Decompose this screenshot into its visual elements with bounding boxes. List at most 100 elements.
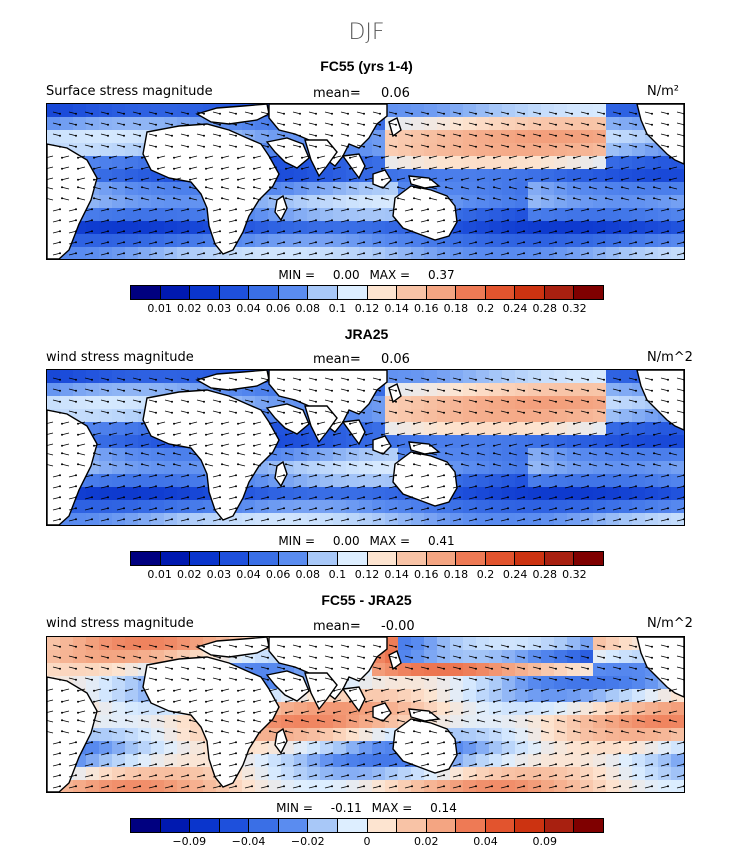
panel-2-colorbar-ticks: 0.01 0.02 0.03 0.04 0.06 0.08 0.1 0.12 0.14 0.16 0… bbox=[130, 568, 604, 582]
colorbar-swatch bbox=[131, 552, 161, 565]
panel-3-map bbox=[46, 636, 685, 793]
colorbar-swatch bbox=[456, 552, 486, 565]
landmass-namer bbox=[636, 370, 684, 431]
colorbar-tick-label: −0.04 bbox=[231, 835, 266, 848]
colorbar-swatch bbox=[544, 552, 575, 565]
panel-2-mean-label: mean= bbox=[313, 352, 361, 367]
panel-1-units: N/m² bbox=[647, 84, 679, 99]
panel-1-mean-value: 0.06 bbox=[381, 86, 410, 101]
panel-2-units: N/m^2 bbox=[647, 350, 693, 365]
colorbar-tick-label: 0.1 bbox=[328, 302, 347, 315]
panel-2-minmax: MIN = 0.00 MAX = 0.41 bbox=[0, 534, 733, 548]
colorbar-swatch bbox=[574, 819, 603, 832]
season-title: DJF bbox=[348, 20, 385, 45]
panel-3-minmax: MIN = -0.11 MAX = 0.14 bbox=[0, 801, 733, 815]
panel-3-min-value: -0.11 bbox=[330, 801, 362, 815]
panel-3-units: N/m^2 bbox=[647, 616, 693, 631]
landmass-seasia bbox=[341, 419, 366, 446]
panel-1-title: FC55 (yrs 1-4) bbox=[320, 58, 413, 74]
colorbar-swatch bbox=[574, 552, 603, 565]
colorbar-tick-label: 0.16 bbox=[414, 302, 439, 315]
colorbar-tick-label: 0.18 bbox=[443, 568, 469, 581]
panel-2-left-label: wind stress magnitude bbox=[46, 350, 194, 365]
panel-2-title: JRA25 bbox=[344, 326, 389, 342]
colorbar-swatch bbox=[249, 819, 279, 832]
panel-1-mean-label: mean= bbox=[313, 86, 361, 101]
colorbar-swatch bbox=[456, 286, 486, 299]
colorbar-tick-label: 0.02 bbox=[414, 835, 439, 848]
colorbar-swatch bbox=[249, 552, 279, 565]
colorbar-swatch bbox=[485, 819, 516, 832]
colorbar-tick-label: 0.24 bbox=[502, 302, 528, 315]
colorbar-swatch bbox=[219, 286, 250, 299]
colorbar-swatch bbox=[131, 286, 161, 299]
colorbar-swatch bbox=[160, 819, 191, 832]
panel-2-max-label: MAX = bbox=[369, 534, 411, 548]
colorbar-tick-label: 0.12 bbox=[354, 568, 380, 581]
panel-1-max-label: MAX = bbox=[369, 268, 411, 282]
landmass-madag bbox=[274, 727, 288, 755]
panel-1-colorbar-ticks: 0.01 0.02 0.03 0.04 0.06 0.08 0.1 0.12 0.14 0.16 0… bbox=[130, 302, 604, 316]
landmass-namer bbox=[636, 637, 684, 698]
colorbar-tick-label: 0.04 bbox=[236, 568, 261, 581]
colorbar-swatch bbox=[544, 819, 575, 832]
panel-3-left-label: wind stress magnitude bbox=[46, 616, 194, 631]
colorbar-tick-label: 0.06 bbox=[265, 302, 291, 315]
landmass-samer bbox=[47, 409, 98, 525]
landmass-africa bbox=[142, 123, 280, 255]
colorbar-swatch bbox=[367, 819, 398, 832]
panel-2-mean-value: 0.06 bbox=[381, 352, 410, 367]
colorbar-swatch bbox=[485, 286, 516, 299]
colorbar-tick-label: 0.14 bbox=[384, 302, 409, 315]
colorbar-tick-label: 0.03 bbox=[206, 568, 232, 581]
panel-3-title: FC55 - JRA25 bbox=[321, 592, 412, 608]
colorbar-swatch bbox=[308, 286, 338, 299]
colorbar-swatch bbox=[249, 286, 279, 299]
colorbar-swatch bbox=[367, 286, 398, 299]
colorbar-tick-label: 0.03 bbox=[206, 302, 232, 315]
landmass-europe bbox=[195, 370, 270, 391]
landmass-africa bbox=[142, 389, 280, 521]
colorbar-tick-label: 0.04 bbox=[236, 302, 261, 315]
colorbar-tick-label: 0.08 bbox=[295, 302, 321, 315]
landmass-europe bbox=[195, 637, 270, 658]
colorbar-tick-label: 0.1 bbox=[328, 568, 347, 581]
panel-3-max-label: MAX = bbox=[371, 801, 413, 815]
colorbar-tick-label: 0.02 bbox=[177, 302, 202, 315]
landmass-india bbox=[304, 405, 338, 444]
colorbar-swatch bbox=[485, 552, 516, 565]
panel-3-min-label: MIN = bbox=[276, 801, 313, 815]
colorbar-swatch bbox=[190, 552, 220, 565]
landmass-australia bbox=[392, 451, 458, 507]
colorbar-tick-label: −0.02 bbox=[290, 835, 325, 848]
colorbar-tick-label: 0.2 bbox=[476, 302, 495, 315]
colorbar-swatch bbox=[219, 552, 250, 565]
panel-2-colorbar bbox=[130, 551, 604, 566]
colorbar-tick-label: 0.24 bbox=[502, 568, 528, 581]
landmass-seasia bbox=[341, 686, 366, 713]
landmass-seasia bbox=[341, 153, 366, 180]
colorbar-swatch bbox=[426, 552, 457, 565]
panel-2-max-value: 0.41 bbox=[427, 534, 455, 548]
colorbar-swatch bbox=[544, 286, 575, 299]
colorbar-tick-label: 0.32 bbox=[562, 568, 587, 581]
colorbar-tick-label: 0.06 bbox=[265, 568, 291, 581]
colorbar-swatch bbox=[190, 286, 220, 299]
landmass-australia bbox=[392, 718, 458, 774]
colorbar-swatch bbox=[337, 819, 368, 832]
panel-3-mean-value: -0.00 bbox=[381, 619, 415, 634]
colorbar-tick-label: 0.09 bbox=[532, 835, 558, 848]
colorbar-swatch bbox=[574, 286, 603, 299]
colorbar-tick-label: 0.2 bbox=[476, 568, 495, 581]
landmass-india bbox=[304, 672, 338, 711]
colorbar-tick-label: 0.12 bbox=[354, 302, 380, 315]
colorbar-swatch bbox=[337, 286, 368, 299]
panel-1-colorbar bbox=[130, 285, 604, 300]
colorbar-tick-label: 0.14 bbox=[384, 568, 409, 581]
colorbar-tick-label: 0 bbox=[363, 835, 371, 848]
panel-3-colorbar-ticks: −0.09 −0.04 −0.02 0 0.02 0.04 0.09 bbox=[130, 835, 604, 849]
colorbar-swatch bbox=[131, 819, 161, 832]
colorbar-tick-label: −0.09 bbox=[172, 835, 207, 848]
colorbar-tick-label: 0.32 bbox=[562, 302, 587, 315]
landmass-samer bbox=[47, 676, 98, 792]
